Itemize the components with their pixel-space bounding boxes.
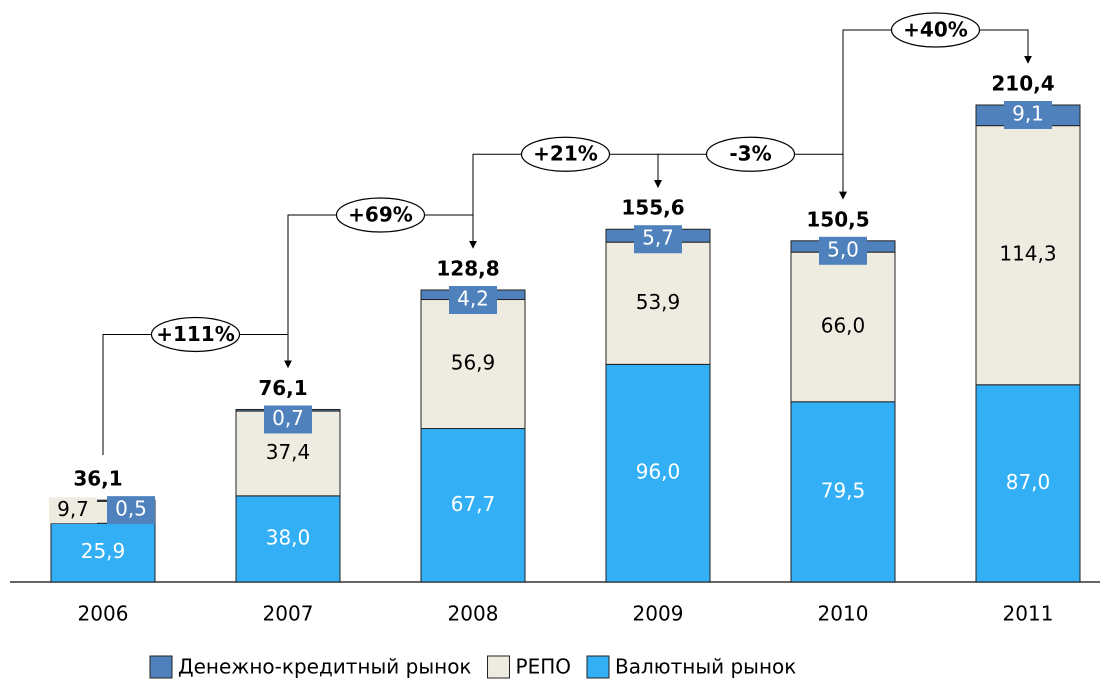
- x-tick-label: 2009: [633, 602, 684, 626]
- bar-segment: [420, 299, 526, 430]
- value-label: 38,0: [266, 525, 311, 549]
- value-label: 5,7: [642, 226, 674, 250]
- legend-swatch: [149, 655, 173, 679]
- value-label: 9,1: [1012, 102, 1044, 126]
- value-label: 66,0: [821, 313, 866, 337]
- value-label: 96,0: [636, 460, 681, 484]
- growth-label: +21%: [533, 142, 598, 166]
- label-bg: [264, 405, 312, 434]
- value-label: 79,5: [821, 478, 866, 502]
- bar-segment: [50, 522, 156, 583]
- bar-segment: [235, 495, 341, 583]
- growth-bubble: [520, 136, 611, 172]
- value-label: 5,0: [827, 237, 859, 261]
- value-label: 114,3: [999, 242, 1056, 266]
- label-bg: [1004, 101, 1052, 129]
- value-label: 53,9: [636, 290, 681, 314]
- total-label: 210,4: [991, 72, 1054, 96]
- value-label: 0,7: [272, 406, 304, 430]
- x-tick-label: 2006: [78, 602, 129, 626]
- growth-label: +111%: [156, 322, 235, 346]
- bar-segment: [790, 401, 896, 583]
- bar-segment: [420, 428, 526, 583]
- label-bg: [819, 236, 867, 265]
- total-label: 128,8: [436, 256, 499, 280]
- growth-bubble: [705, 136, 796, 172]
- value-label: 67,7: [451, 492, 496, 516]
- label-bg: [449, 285, 497, 314]
- total-label: 36,1: [73, 467, 122, 491]
- bar-segment: [605, 363, 711, 583]
- legend-label: РЕПО: [516, 655, 571, 679]
- bar-segment: [975, 125, 1081, 386]
- growth-label: +69%: [348, 202, 413, 226]
- bar-segment: [790, 251, 896, 403]
- value-label: 0,5: [115, 497, 147, 521]
- total-label: 155,6: [621, 196, 684, 220]
- value-label: 87,0: [1006, 470, 1051, 494]
- growth-bubble: [150, 316, 241, 353]
- bar-segment: [605, 241, 711, 365]
- growth-label: -3%: [729, 142, 771, 166]
- growth-bubble: [335, 197, 426, 233]
- value-label: 37,4: [266, 440, 311, 464]
- label-bg: [49, 497, 97, 524]
- legend-label: Денежно-кредитный рынок: [178, 655, 472, 679]
- label-bg: [634, 225, 682, 254]
- label-bg: [107, 496, 155, 525]
- legend-label: Валютный рынок: [615, 655, 796, 679]
- x-tick-label: 2011: [1003, 602, 1054, 626]
- growth-bubble: [890, 12, 981, 48]
- value-label: 25,9: [81, 539, 126, 563]
- legend-swatch: [487, 655, 511, 679]
- value-label: 4,2: [457, 286, 489, 310]
- total-label: 150,5: [806, 207, 869, 231]
- total-label: 76,1: [258, 376, 307, 400]
- x-tick-label: 2010: [818, 602, 869, 626]
- x-tick-label: 2007: [263, 602, 314, 626]
- value-label: 9,7: [57, 497, 89, 521]
- growth-label: +40%: [903, 18, 968, 42]
- x-tick-label: 2008: [448, 602, 499, 626]
- value-label: 56,9: [451, 351, 496, 375]
- legend-swatch: [586, 655, 610, 679]
